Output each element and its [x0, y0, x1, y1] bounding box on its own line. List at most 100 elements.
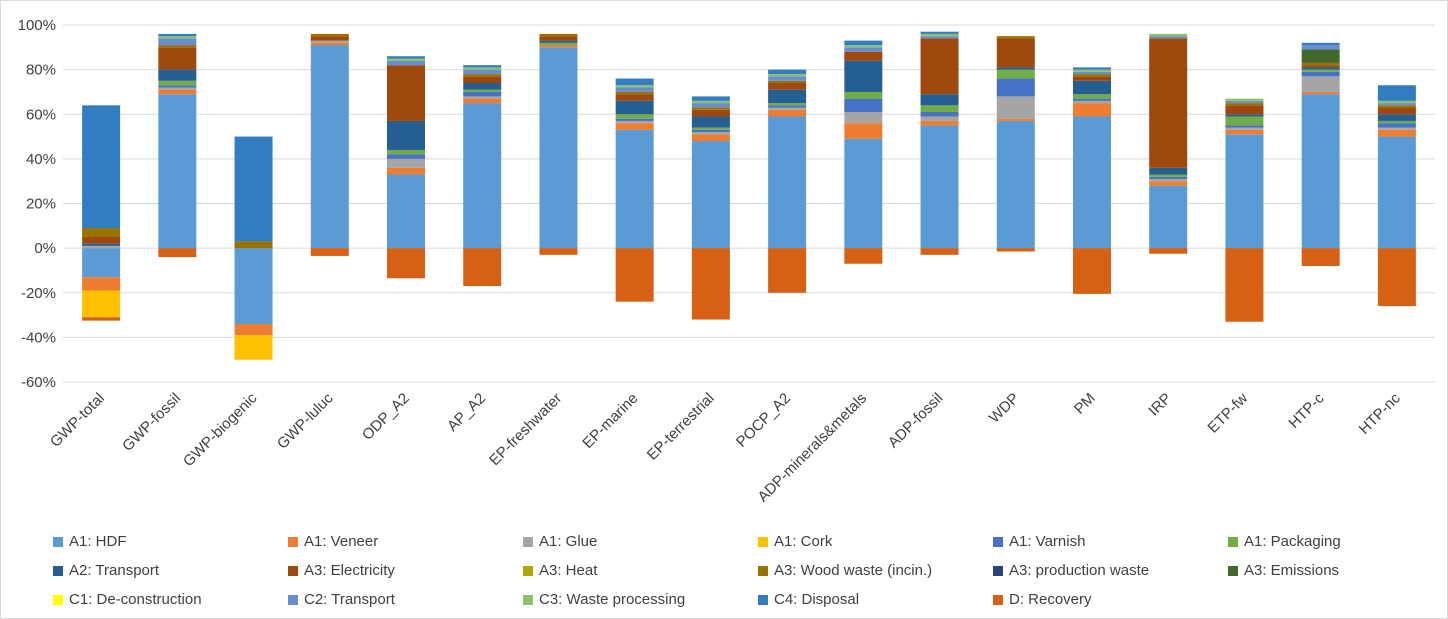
- bar-segment: [387, 149, 425, 155]
- bar-segment: [691, 141, 730, 249]
- y-tick-label: -40%: [21, 329, 56, 346]
- bar-segment: [691, 132, 730, 135]
- bar-segment: [82, 317, 121, 321]
- bar-segment: [158, 87, 197, 90]
- legend-swatch: [993, 536, 1003, 547]
- bar-segment: [691, 134, 730, 142]
- bar-segment: [1301, 42, 1340, 46]
- x-tick-label: EP-terrestrial: [644, 390, 718, 464]
- bar-segment: [1301, 67, 1340, 70]
- legend-swatch: [523, 565, 533, 576]
- bar-segment: [158, 89, 197, 95]
- legend-label: C1: De-construction: [69, 591, 202, 608]
- y-tick-label: 60%: [26, 106, 56, 123]
- bar-segment: [768, 248, 807, 293]
- legend-item: C1: De-construction: [53, 591, 202, 608]
- bar-segment: [844, 98, 883, 113]
- bar-segment: [158, 33, 197, 37]
- legend-swatch: [758, 536, 768, 547]
- bar-segment: [234, 323, 273, 336]
- bar-segment: [615, 78, 654, 86]
- legend-label: A3: Emissions: [1244, 562, 1340, 579]
- bar-segment: [463, 103, 502, 249]
- bar-segment: [310, 40, 349, 43]
- legend: A1: HDF A1: Veneer A1: Glue A1: Cork A1: Var…: [1, 529, 1447, 619]
- legend-item: A1: HDF: [53, 533, 127, 550]
- x-tick-label: GWP-biogenic: [180, 389, 261, 470]
- legend-swatch: [758, 565, 768, 576]
- bar-segment: [691, 100, 730, 104]
- legend-label: A1: HDF: [69, 533, 127, 550]
- x-tick-label: ETP-fw: [1204, 390, 1251, 437]
- x-tick-label: HTP-c: [1285, 389, 1327, 431]
- bar-segment: [768, 69, 807, 75]
- bar-segment: [463, 67, 502, 70]
- bar-segment: [387, 167, 425, 175]
- legend-item: C3: Waste processing: [523, 591, 685, 608]
- bar-segment: [310, 248, 349, 256]
- bar-segment: [1073, 103, 1111, 117]
- bar-segment: [1149, 178, 1188, 182]
- bar-segment: [387, 174, 425, 249]
- bar-segment: [844, 138, 883, 249]
- bar-segment: [463, 74, 502, 77]
- bar-segment: [158, 248, 197, 258]
- bar-segment: [996, 67, 1035, 70]
- bar-segment: [1377, 127, 1416, 130]
- bar-segment: [920, 125, 959, 249]
- bar-segment: [1149, 181, 1188, 186]
- bar-segment: [539, 42, 578, 46]
- legend-label: A3: production waste: [1009, 562, 1150, 579]
- bar-segment: [1149, 167, 1188, 175]
- bar-segment: [1225, 248, 1264, 322]
- bar-segment: [1301, 91, 1340, 95]
- bar-segment: [1377, 105, 1416, 108]
- bar-segment: [387, 158, 425, 168]
- x-tick-label: PM: [1071, 390, 1099, 418]
- legend-label: C3: Waste processing: [539, 591, 686, 608]
- bar-segment: [615, 123, 654, 130]
- x-tick-label: POCP_A2: [733, 390, 794, 451]
- bar-segment: [615, 91, 654, 95]
- bar-segment: [234, 248, 273, 324]
- bar-segment: [463, 69, 502, 75]
- bar-segment: [844, 51, 883, 61]
- legend-swatch: [993, 565, 1003, 576]
- legend-label: A3: Wood waste (incin.): [774, 562, 933, 579]
- bar-segment: [996, 248, 1035, 252]
- bar-segment: [1301, 94, 1340, 249]
- x-tick-label: ADP-fossil: [885, 390, 947, 452]
- x-tick-label: ODP_A2: [359, 390, 413, 444]
- bar-segment: [844, 91, 883, 99]
- bar-segment: [158, 94, 197, 249]
- bar-segment: [158, 45, 197, 48]
- bar-segment: [387, 154, 425, 159]
- legend-label: A1: Packaging: [1244, 533, 1341, 550]
- bar-segment: [615, 248, 654, 302]
- bar-segment: [996, 69, 1035, 79]
- legend-item: A3: production waste: [993, 562, 1149, 579]
- bar-segment: [1073, 76, 1111, 81]
- bar-segment: [1301, 49, 1340, 63]
- bar-segment: [82, 248, 121, 278]
- bar-segment: [920, 36, 959, 39]
- bar-segment: [82, 236, 121, 244]
- bar-segment: [844, 40, 883, 46]
- x-tick-label: HTP-nc: [1356, 389, 1404, 437]
- bar-segment: [1301, 62, 1340, 66]
- legend-swatch: [993, 594, 1003, 605]
- bar-segment: [768, 109, 807, 117]
- bar-segment: [539, 45, 578, 48]
- bar-segment: [615, 85, 654, 88]
- bar-segment: [539, 248, 578, 255]
- bar-segment: [1301, 248, 1340, 266]
- x-tick-label: IRP: [1145, 390, 1175, 420]
- bar-segment: [1377, 120, 1416, 124]
- bar-segment: [1301, 45, 1340, 50]
- bar-segment: [158, 80, 197, 86]
- y-tick-label: -60%: [21, 374, 56, 391]
- bar-segment: [996, 120, 1035, 249]
- bar-segment: [1149, 36, 1188, 39]
- bar-segment: [1377, 107, 1416, 115]
